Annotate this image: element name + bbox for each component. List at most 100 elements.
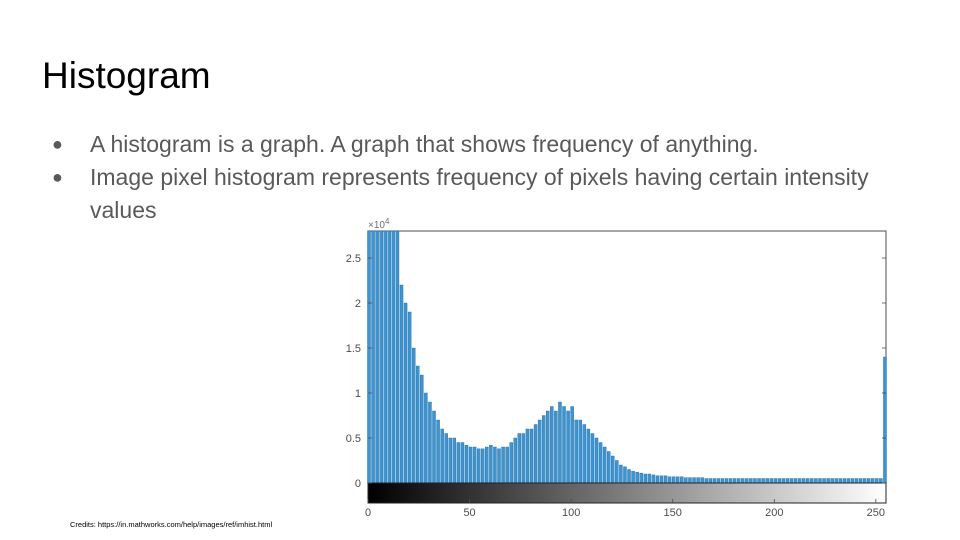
bullet-text: Image pixel histogram represents frequen… bbox=[90, 164, 869, 223]
histogram-bar bbox=[452, 437, 457, 484]
histogram-bar bbox=[680, 476, 684, 484]
histogram-bar bbox=[428, 401, 432, 484]
histogram-bar bbox=[420, 374, 424, 484]
histogram-bar bbox=[578, 419, 582, 484]
bullet-text: A histogram is a graph. A graph that sho… bbox=[90, 131, 759, 157]
bullet-item: ● Image pixel histogram represents frequ… bbox=[52, 161, 932, 227]
histogram-bar bbox=[403, 302, 408, 484]
histogram-bar bbox=[883, 356, 887, 484]
histogram-bar bbox=[529, 428, 534, 484]
histogram-bar bbox=[696, 477, 700, 484]
x-tick-label: 50 bbox=[463, 507, 475, 519]
y-tick-label: 2.5 bbox=[346, 253, 361, 265]
histogram-bar bbox=[785, 478, 790, 484]
histogram-bar bbox=[485, 446, 489, 484]
histogram-bar bbox=[521, 433, 526, 484]
histogram-bar bbox=[773, 478, 777, 484]
histogram-bar bbox=[700, 477, 704, 484]
histogram-bar bbox=[741, 478, 745, 484]
x-ticks: 0 50 100 150 200 250 bbox=[365, 499, 885, 519]
histogram-bar bbox=[846, 478, 851, 484]
histogram-bar bbox=[611, 455, 615, 484]
y-tick-label: 1.5 bbox=[346, 343, 361, 355]
histogram-bar bbox=[436, 419, 440, 484]
histogram-bar bbox=[753, 478, 757, 484]
histogram-bar bbox=[659, 475, 664, 484]
histogram-bar bbox=[391, 230, 396, 484]
x-tick-label: 100 bbox=[562, 507, 580, 519]
histogram-bar bbox=[822, 478, 826, 484]
histogram-bar bbox=[643, 473, 647, 484]
histogram-bar bbox=[651, 474, 656, 484]
histogram-bar bbox=[598, 442, 603, 484]
histogram-bar bbox=[667, 476, 672, 484]
histogram-bar bbox=[712, 478, 717, 484]
histogram-bar bbox=[570, 406, 574, 484]
histogram-bar bbox=[432, 410, 436, 484]
histogram-bar bbox=[501, 446, 505, 484]
histogram-bar bbox=[635, 472, 639, 484]
histogram-bar bbox=[655, 475, 660, 484]
histogram-bar bbox=[724, 478, 729, 484]
y-tick-label: 2 bbox=[355, 298, 361, 310]
histogram-bar bbox=[424, 392, 428, 484]
histogram-bar bbox=[594, 437, 599, 484]
histogram-bar bbox=[761, 478, 765, 484]
histogram-bar bbox=[789, 478, 794, 484]
histogram-bar bbox=[489, 444, 493, 484]
histogram-bar bbox=[375, 230, 379, 484]
histogram-bar bbox=[456, 442, 461, 484]
histogram-bar bbox=[854, 478, 859, 484]
histogram-chart: 0 0.5 1 1.5 2 2.5 0 50 100 150 200 250 ×104 bbox=[330, 214, 900, 524]
histogram-bar bbox=[586, 428, 591, 484]
credits-text: Credits: https://in.mathworks.com/help/i… bbox=[70, 520, 273, 529]
bars-group bbox=[367, 230, 887, 484]
histogram-bar bbox=[411, 347, 416, 484]
histogram-bar bbox=[399, 284, 404, 484]
histogram-bar bbox=[818, 478, 822, 484]
histogram-bar bbox=[590, 433, 595, 484]
histogram-bar bbox=[810, 478, 814, 484]
histogram-bar bbox=[830, 478, 834, 484]
histogram-bar bbox=[716, 478, 721, 484]
histogram-bar bbox=[371, 230, 375, 484]
histogram-bar bbox=[537, 419, 542, 484]
histogram-bar bbox=[619, 464, 623, 484]
histogram-bar bbox=[444, 433, 448, 484]
histogram-bar bbox=[566, 410, 570, 484]
histogram-bar bbox=[676, 476, 680, 484]
x-tick-label: 0 bbox=[365, 507, 371, 519]
histogram-bar bbox=[481, 448, 485, 484]
histogram-bar bbox=[769, 478, 773, 484]
histogram-bar bbox=[582, 424, 587, 484]
histogram-bar bbox=[517, 433, 522, 484]
histogram-bar bbox=[797, 478, 802, 484]
histogram-bar bbox=[801, 478, 806, 484]
histogram-bar bbox=[468, 446, 473, 484]
histogram-bar bbox=[541, 415, 546, 484]
bullet-item: ● A histogram is a graph. A graph that s… bbox=[52, 128, 932, 161]
y-tick-label: 1 bbox=[355, 388, 361, 400]
histogram-svg: 0 0.5 1 1.5 2 2.5 0 50 100 150 200 250 ×104 bbox=[346, 217, 887, 519]
histogram-bar bbox=[871, 478, 875, 484]
histogram-bar bbox=[806, 478, 810, 484]
histogram-bar bbox=[513, 437, 517, 484]
histogram-bar bbox=[866, 478, 871, 484]
histogram-bar bbox=[379, 230, 383, 484]
histogram-bar bbox=[493, 446, 497, 484]
y-tick-label: 0.5 bbox=[346, 433, 361, 445]
histogram-bar bbox=[440, 428, 444, 484]
histogram-bar bbox=[777, 478, 782, 484]
histogram-bar bbox=[720, 478, 725, 484]
histogram-bar bbox=[732, 478, 737, 484]
histogram-bar bbox=[562, 406, 566, 484]
histogram-bar bbox=[464, 444, 469, 484]
y-ticks: 0 0.5 1 1.5 2 2.5 bbox=[346, 253, 886, 490]
histogram-bar bbox=[606, 451, 611, 484]
histogram-bar bbox=[765, 478, 769, 484]
y-multiplier-label: ×104 bbox=[368, 217, 390, 231]
histogram-bar bbox=[407, 311, 412, 484]
histogram-bar bbox=[671, 476, 676, 484]
histogram-bar bbox=[862, 478, 867, 484]
histogram-bar bbox=[834, 478, 838, 484]
